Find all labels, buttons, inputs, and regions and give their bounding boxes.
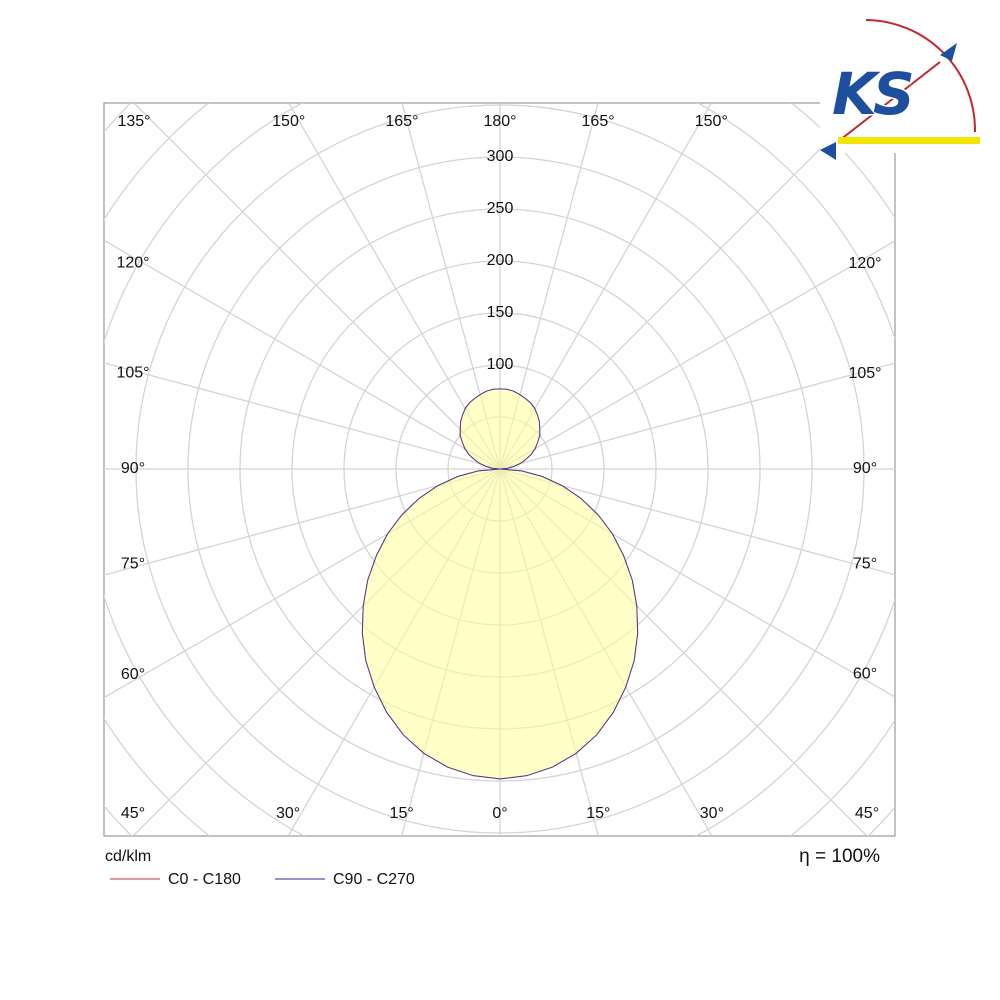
- angle-tick-label: 105°: [116, 365, 149, 382]
- grid-spoke: [104, 468, 501, 576]
- r-tick-label: 300: [487, 148, 514, 165]
- angle-tick-label: 90°: [121, 460, 145, 477]
- grid-spoke: [499, 468, 895, 576]
- angle-tick-label: 180°: [483, 113, 516, 130]
- angle-tick-label: 0°: [492, 805, 507, 822]
- logo-ray: [839, 61, 941, 141]
- grid-spoke: [133, 103, 501, 470]
- grid-spoke: [104, 362, 501, 470]
- efficiency-label: η = 100%: [799, 846, 880, 867]
- angle-tick-label: 135°: [117, 113, 150, 130]
- angle-tick-label: 45°: [855, 805, 879, 822]
- grid-spoke: [104, 239, 501, 470]
- logo: KS: [820, 18, 980, 160]
- angle-tick-label: 150°: [695, 113, 728, 130]
- legend: C0 - C180 C90 - C270: [110, 871, 415, 888]
- angle-tick-label: 60°: [853, 665, 877, 682]
- series-line: [361, 388, 501, 780]
- logo-background: [820, 18, 980, 153]
- logo-arrow: [820, 142, 836, 160]
- angle-tick-label: 45°: [121, 805, 145, 822]
- angle-tick-label: 15°: [390, 805, 414, 822]
- angle-tick-label: 30°: [700, 805, 724, 822]
- angle-tick-label: 105°: [848, 365, 881, 382]
- angle-tick-label: 120°: [116, 254, 149, 271]
- legend-label: C0 - C180: [168, 871, 241, 888]
- angle-tick-label: 90°: [853, 460, 877, 477]
- angle-tick-label: 165°: [582, 113, 615, 130]
- logo-text: KS: [832, 60, 912, 128]
- marks: [361, 388, 639, 780]
- angle-tick-label: 165°: [385, 113, 418, 130]
- grid-spoke: [499, 240, 895, 470]
- logo-bar: [838, 137, 980, 144]
- r-tick-label: 200: [487, 252, 514, 269]
- logo-arrow: [940, 43, 957, 61]
- grid-spoke: [499, 103, 712, 470]
- r-tick-label: 250: [487, 200, 514, 217]
- light-area: [362, 388, 638, 779]
- unit-label: cd/klm: [105, 848, 151, 865]
- legend-label: C90 - C270: [333, 871, 415, 888]
- r-tick-label: 100: [487, 356, 514, 373]
- angle-tick-label: 120°: [848, 255, 881, 272]
- r-tick-label: 150: [487, 304, 514, 321]
- angle-tick-label: 75°: [121, 556, 145, 573]
- grid-spoke: [288, 103, 501, 470]
- angle-tick-label: 15°: [586, 805, 610, 822]
- grid-spoke: [499, 362, 895, 470]
- angle-tick-label: 75°: [853, 555, 877, 572]
- angle-tick-label: 150°: [272, 113, 305, 130]
- grid-spoke: [499, 103, 867, 470]
- angle-tick-label: 60°: [121, 666, 145, 683]
- labels: 0° 15° 15° 30° 30° 45° 45° 60° 60° 75° 75° 90° 90° 10…: [116, 113, 882, 822]
- angle-tick-label: 30°: [276, 805, 300, 822]
